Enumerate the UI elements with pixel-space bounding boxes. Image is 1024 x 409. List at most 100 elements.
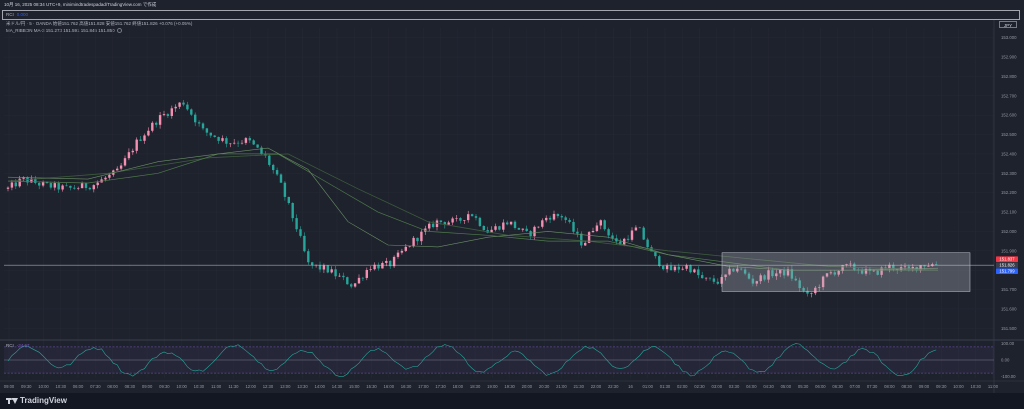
price-chart[interactable]: 153.000 152.900 152.800 152.700 152.600 152.5… [0, 0, 1024, 393]
candle-body [213, 135, 216, 137]
time-tick-label: 14:30 [332, 384, 343, 389]
candle-body [151, 122, 154, 131]
candle-body [740, 268, 743, 270]
candle-body [275, 170, 279, 175]
candle-body [459, 218, 462, 221]
candle-body [240, 142, 244, 144]
candle-body [404, 246, 407, 251]
candle-body [295, 218, 298, 230]
candle-body [584, 242, 587, 246]
candle-body [14, 182, 17, 187]
time-tick-label: 15:00 [349, 384, 360, 389]
time-tick-label: 04:30 [763, 384, 774, 389]
candle-body [845, 264, 848, 266]
candle-body [147, 130, 150, 136]
candle-body [334, 269, 337, 277]
candle-body [907, 266, 911, 269]
header-timestamp: 10月 16, 2025 08:34 UTC+9, minimindtrades… [4, 2, 157, 7]
candle-body [350, 284, 353, 287]
time-tick-label: 20:00 [522, 384, 533, 389]
candle-body [116, 168, 119, 171]
candle-body [818, 287, 821, 288]
candle-body [69, 185, 72, 188]
top-panel-value: 0.000 [16, 12, 29, 17]
candle-body [541, 220, 544, 227]
candle-body [104, 177, 107, 180]
ribbon-legend-text: MA_RIBBON MA-3 151.273 151.591 151.845 1… [6, 28, 115, 33]
candle-body [529, 231, 532, 237]
candle-body [821, 276, 825, 288]
candle-body [318, 264, 322, 270]
time-tick-label: 07:30 [90, 384, 101, 389]
candle-body [174, 106, 177, 109]
time-tick-label: 07:30 [867, 384, 878, 389]
candle-body [763, 275, 766, 280]
candle-body [537, 226, 540, 228]
candle-body [568, 219, 571, 222]
candle-body [131, 150, 134, 153]
price-tick-label: 152.200 [1001, 190, 1017, 195]
price-tick-label: 153.000 [1001, 35, 1017, 40]
candle-body [704, 277, 708, 279]
candle-body [155, 122, 158, 125]
time-tick-label: 09:30 [21, 384, 32, 389]
symbol-legend-row[interactable]: 米ドル/円 · 5 · OANDA 始値151.762 高値151.828 安値… [6, 21, 192, 28]
chart-legend: 米ドル/円 · 5 · OANDA 始値151.762 高値151.828 安値… [6, 21, 192, 35]
candle-body [619, 241, 622, 245]
time-tick-label: 16 [628, 384, 633, 389]
candle-body [634, 227, 638, 231]
ribbon-legend-row[interactable]: MA_RIBBON MA-3 151.273 151.591 151.845 1… [6, 28, 192, 35]
top-panel-name: RCI [6, 12, 14, 17]
currency-badge[interactable]: JPY [999, 21, 1017, 28]
candle-body [166, 114, 170, 116]
candle-body [716, 281, 719, 284]
candle-body [108, 174, 111, 178]
candle-body [658, 256, 661, 266]
time-tick-label: 19:30 [504, 384, 515, 389]
time-tick-label: 18:30 [470, 384, 481, 389]
candle-body [283, 182, 287, 197]
candle-body [638, 227, 641, 229]
tradingview-brand-text: TradingView [20, 396, 67, 405]
time-tick-label: 08:00 [884, 384, 895, 389]
time-tick-label: 22:30 [608, 384, 619, 389]
candle-body [256, 144, 259, 148]
candle-body [888, 264, 891, 269]
candle-body [662, 265, 665, 270]
candle-body [268, 155, 271, 165]
candle-body [720, 277, 723, 284]
price-tag-box [996, 256, 1018, 262]
gear-icon[interactable] [116, 28, 122, 34]
price-tick-label: 152.400 [1001, 151, 1017, 156]
time-tick-label: 13:00 [280, 384, 291, 389]
time-tick-label: 08:30 [901, 384, 912, 389]
time-tick-label: 10:00 [38, 384, 49, 389]
candle-body [38, 182, 41, 186]
candle-body [564, 217, 567, 220]
candle-body [751, 278, 755, 284]
tradingview-logo[interactable]: TradingView [6, 396, 67, 405]
candle-body [287, 196, 290, 203]
candle-body [381, 262, 384, 269]
candle-body [693, 269, 696, 273]
price-tick-label: 151.600 [1001, 306, 1017, 311]
candle-body [88, 187, 92, 190]
price-tick-label: 152.900 [1001, 55, 1017, 60]
candle-body [525, 228, 528, 232]
candle-body [892, 264, 895, 270]
candle-body [92, 185, 95, 190]
candle-body [236, 142, 240, 144]
candle-body [244, 138, 248, 143]
candle-body [802, 288, 805, 291]
candle-body [6, 187, 10, 189]
price-tick-label: 152.000 [1001, 229, 1017, 234]
candle-body [205, 128, 209, 133]
candle-body [474, 216, 478, 218]
candle-body [517, 227, 521, 230]
candle-body [45, 182, 49, 184]
candle-body [911, 266, 914, 269]
rci-top-panel[interactable]: RCI 0.000 [2, 10, 1020, 20]
time-tick-label: 10:30 [194, 384, 205, 389]
time-tick-label: 14:00 [314, 384, 325, 389]
price-tick-label: 151.500 [1001, 326, 1017, 331]
